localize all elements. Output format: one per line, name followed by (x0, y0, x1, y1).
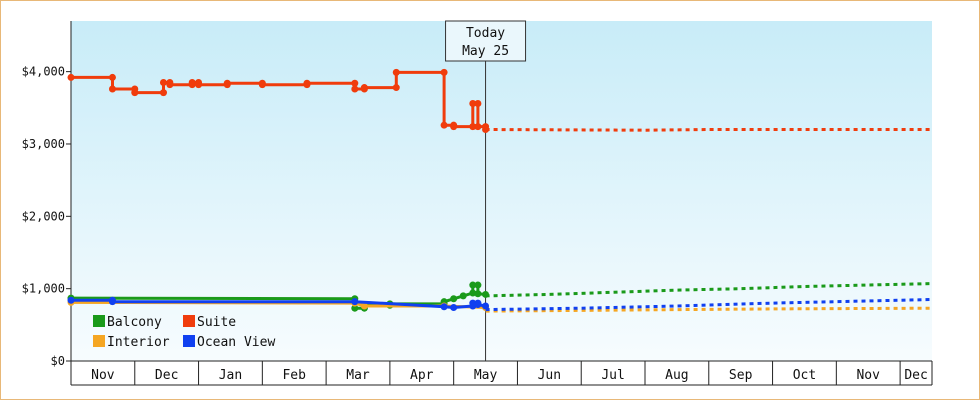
month-label: Nov (91, 368, 115, 383)
suite-point (159, 78, 167, 86)
balcony-point (450, 295, 458, 303)
suite-point (303, 79, 311, 87)
balcony-point (459, 292, 467, 300)
today-label: Today (466, 26, 505, 41)
ocean-view-point (67, 296, 75, 304)
balcony-point (474, 290, 482, 298)
suite-point (450, 123, 458, 131)
month-label: Jun (538, 368, 561, 383)
balcony-point (351, 304, 359, 312)
suite-point (195, 81, 203, 89)
y-tick-label: $4,000 (22, 65, 65, 79)
legend-label-interior: Interior (107, 335, 170, 350)
suite-point (469, 123, 477, 131)
suite-point (67, 73, 75, 81)
ocean-view-point (440, 303, 448, 311)
ocean-view-point (482, 302, 490, 310)
month-label: Dec (904, 368, 927, 383)
ocean-view-point (108, 298, 116, 306)
ocean-view-point (450, 303, 458, 311)
legend-label-ocean-view: Ocean View (197, 335, 275, 350)
month-label: Nov (856, 368, 880, 383)
balcony-point (482, 290, 490, 298)
suite-point (474, 99, 482, 107)
suite-point (108, 85, 116, 93)
month-label: Feb (282, 368, 306, 383)
ocean-view-point (351, 298, 359, 306)
today-date-label: May 25 (462, 44, 509, 59)
legend-swatch-interior (93, 335, 105, 347)
suite-point (360, 84, 368, 92)
suite-point (188, 78, 196, 86)
y-tick-label: $1,000 (22, 282, 65, 296)
balcony-forecast-line (485, 282, 933, 298)
suite-point (440, 68, 448, 76)
plot-area (71, 21, 932, 361)
month-label: May (474, 368, 498, 383)
suite-point (440, 121, 448, 129)
ocean-view-point (474, 301, 482, 309)
suite-point (392, 84, 400, 92)
suite-point (392, 68, 400, 76)
month-label: Oct (793, 368, 816, 383)
month-label: Jan (219, 368, 242, 383)
month-label: Aug (665, 368, 688, 383)
suite-point (482, 126, 490, 134)
y-tick-label: $0 (51, 354, 65, 368)
month-label: Sep (729, 368, 753, 383)
month-label: Jul (601, 368, 624, 383)
balcony-point (474, 281, 482, 289)
legend-swatch-balcony (93, 315, 105, 327)
today-callout (445, 20, 527, 62)
month-label: Dec (155, 368, 178, 383)
suite-point (131, 89, 139, 97)
balcony-point (469, 281, 477, 289)
suite-point (351, 79, 359, 87)
interior-point (360, 302, 368, 310)
suite-point (474, 123, 482, 131)
y-tick-label: $2,000 (22, 209, 65, 223)
suite-point (469, 99, 477, 107)
balcony-point (469, 289, 477, 297)
suite-point (223, 79, 231, 87)
suite-point (258, 81, 266, 89)
suite-point (351, 85, 359, 93)
y-tick-label: $3,000 (22, 137, 65, 151)
legend-label-balcony: Balcony (107, 315, 162, 330)
legend-swatch-suite (183, 315, 195, 327)
legend-swatch-ocean-view (183, 335, 195, 347)
legend-label-suite: Suite (197, 315, 236, 330)
suite-point (166, 81, 174, 89)
suite-point (108, 73, 116, 81)
month-label: Apr (410, 368, 434, 383)
suite-point (159, 89, 167, 97)
month-label: Mar (346, 368, 370, 383)
